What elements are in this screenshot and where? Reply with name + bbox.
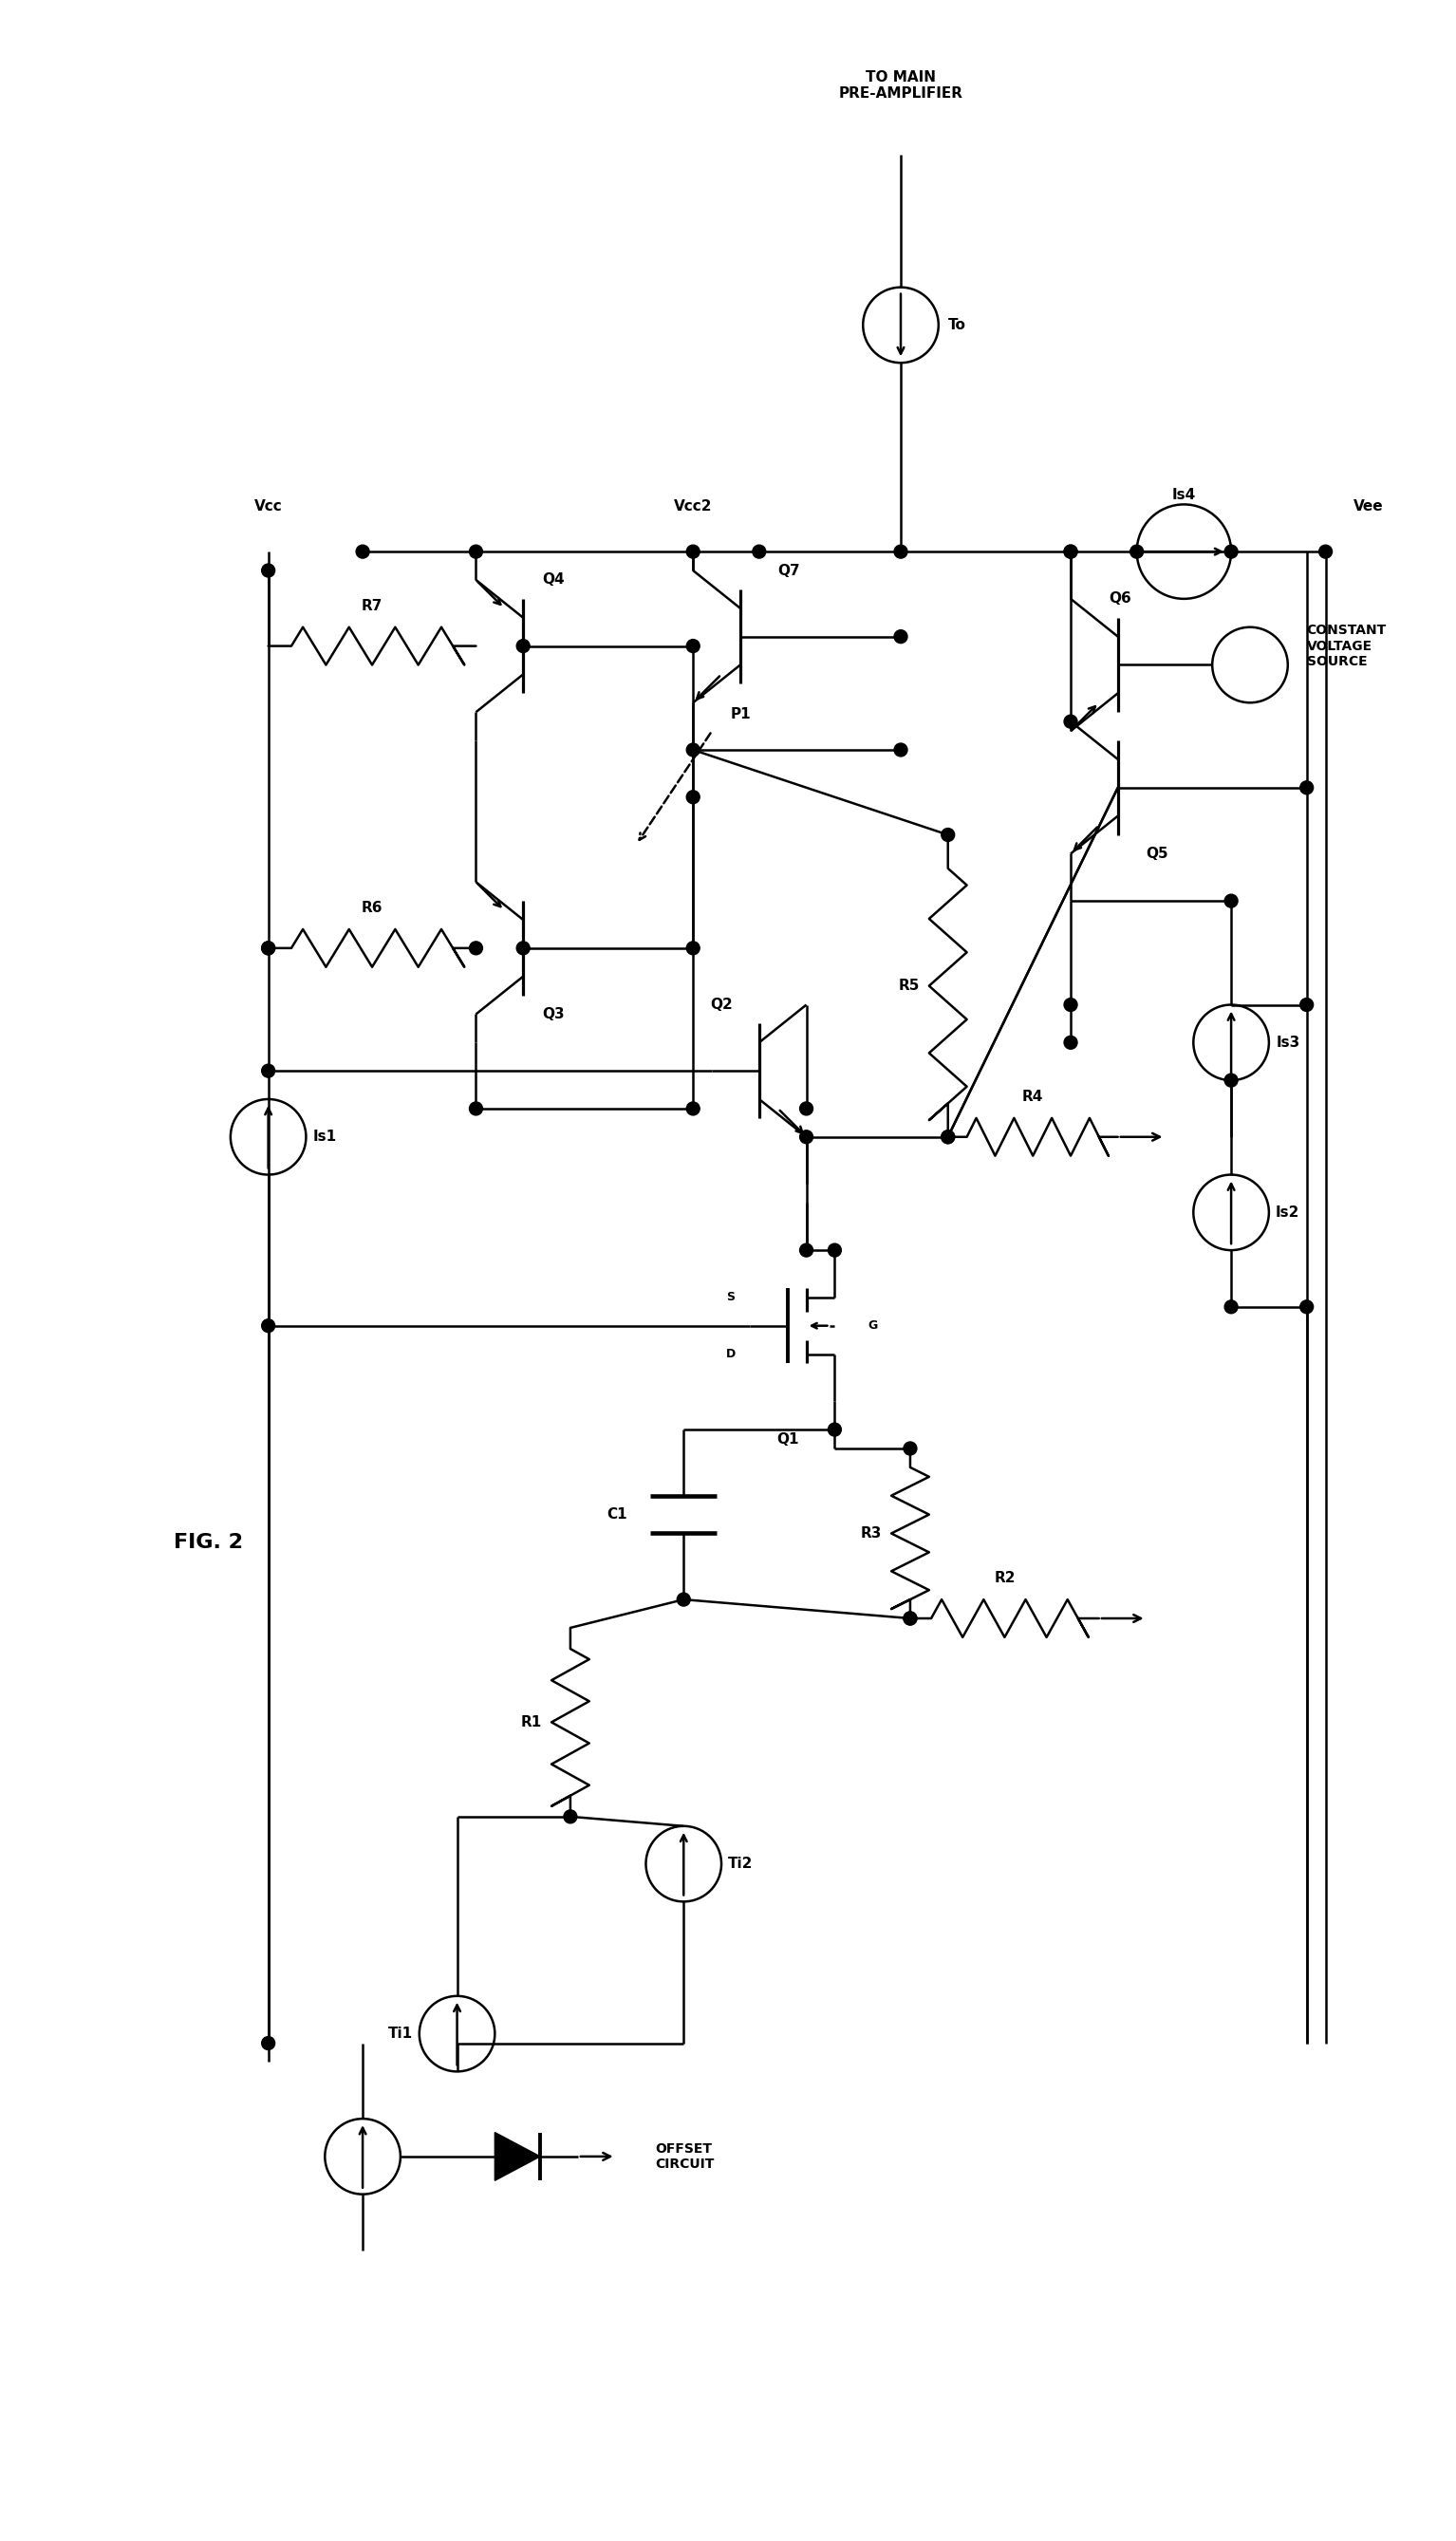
Circle shape <box>262 943 275 955</box>
Circle shape <box>262 1319 275 1331</box>
Circle shape <box>942 828 955 841</box>
Circle shape <box>828 1423 842 1436</box>
Circle shape <box>1300 1301 1313 1314</box>
Text: R7: R7 <box>361 600 383 612</box>
Text: CONSTANT
VOLTAGE
SOURCE: CONSTANT VOLTAGE SOURCE <box>1306 625 1386 668</box>
Circle shape <box>357 544 370 559</box>
Circle shape <box>517 943 530 955</box>
Circle shape <box>1130 544 1143 559</box>
Circle shape <box>262 2035 275 2051</box>
Text: Ti1: Ti1 <box>389 2028 414 2040</box>
Text: OFFSET
CIRCUIT: OFFSET CIRCUIT <box>655 2142 715 2170</box>
Text: Q1: Q1 <box>776 1433 799 1446</box>
Text: Q2: Q2 <box>711 999 732 1011</box>
Circle shape <box>894 544 907 559</box>
Text: To: To <box>948 318 967 333</box>
Circle shape <box>1064 544 1077 559</box>
Circle shape <box>469 1103 482 1115</box>
Polygon shape <box>495 2132 540 2180</box>
Circle shape <box>1064 714 1077 729</box>
Text: Q3: Q3 <box>542 1006 565 1021</box>
Text: S: S <box>727 1291 735 1304</box>
Text: Is3: Is3 <box>1275 1034 1300 1049</box>
Text: FIG. 2: FIG. 2 <box>173 1532 243 1553</box>
Text: Is1: Is1 <box>313 1131 336 1143</box>
Text: Vcc2: Vcc2 <box>674 501 712 513</box>
Circle shape <box>904 1611 917 1626</box>
Circle shape <box>753 544 766 559</box>
Circle shape <box>1064 544 1077 559</box>
Circle shape <box>469 544 482 559</box>
Text: G: G <box>868 1319 878 1331</box>
Circle shape <box>1224 894 1238 907</box>
Circle shape <box>262 943 275 955</box>
Circle shape <box>1064 1037 1077 1049</box>
Circle shape <box>1224 544 1238 559</box>
Text: R3: R3 <box>860 1527 882 1540</box>
Circle shape <box>942 1131 955 1143</box>
Text: R4: R4 <box>1022 1090 1044 1103</box>
Text: C1: C1 <box>607 1507 628 1522</box>
Circle shape <box>799 1131 812 1143</box>
Text: Q4: Q4 <box>542 572 565 587</box>
Text: Is4: Is4 <box>1172 488 1195 503</box>
Circle shape <box>262 564 275 577</box>
Text: R2: R2 <box>994 1570 1015 1586</box>
Circle shape <box>686 745 700 757</box>
Text: D: D <box>727 1347 735 1359</box>
Circle shape <box>799 1243 812 1258</box>
Circle shape <box>517 640 530 653</box>
Circle shape <box>686 1103 700 1115</box>
Text: R1: R1 <box>521 1715 542 1730</box>
Text: TO MAIN
PRE-AMPLIFIER: TO MAIN PRE-AMPLIFIER <box>839 71 962 102</box>
Text: Is2: Is2 <box>1275 1204 1300 1220</box>
Circle shape <box>1224 1301 1238 1314</box>
Circle shape <box>894 630 907 643</box>
Circle shape <box>799 1103 812 1115</box>
Text: Vcc: Vcc <box>255 501 282 513</box>
Circle shape <box>686 943 700 955</box>
Text: Q5: Q5 <box>1146 846 1169 861</box>
Circle shape <box>1300 780 1313 795</box>
Circle shape <box>677 1593 690 1606</box>
Circle shape <box>894 745 907 757</box>
Circle shape <box>828 1243 842 1258</box>
Circle shape <box>1224 1075 1238 1088</box>
Circle shape <box>904 1611 917 1626</box>
Circle shape <box>563 1809 577 1824</box>
Circle shape <box>686 640 700 653</box>
Circle shape <box>262 1065 275 1077</box>
Circle shape <box>686 790 700 803</box>
Text: R5: R5 <box>898 978 920 994</box>
Circle shape <box>1300 999 1313 1011</box>
Circle shape <box>904 1441 917 1456</box>
Circle shape <box>1319 544 1332 559</box>
Circle shape <box>942 1131 955 1143</box>
Circle shape <box>469 943 482 955</box>
Text: Vee: Vee <box>1354 501 1383 513</box>
Circle shape <box>686 544 700 559</box>
Text: R6: R6 <box>361 902 383 915</box>
Circle shape <box>1064 999 1077 1011</box>
Text: Q6: Q6 <box>1108 592 1131 605</box>
Text: Q7: Q7 <box>778 564 801 577</box>
Text: P1: P1 <box>731 706 751 722</box>
Text: Ti2: Ti2 <box>728 1857 753 1870</box>
